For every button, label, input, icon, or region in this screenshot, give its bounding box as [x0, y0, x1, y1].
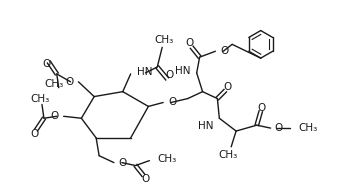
Text: CH₃: CH₃: [157, 154, 176, 164]
Text: O: O: [223, 82, 231, 92]
Text: O: O: [30, 129, 38, 139]
Text: O: O: [168, 97, 176, 107]
Text: O: O: [119, 158, 127, 168]
Text: CH₃: CH₃: [30, 94, 50, 104]
Text: O: O: [258, 103, 266, 113]
Text: O: O: [186, 38, 194, 48]
Text: HN: HN: [198, 121, 214, 131]
Text: CH₃: CH₃: [155, 35, 174, 45]
Text: O: O: [43, 59, 51, 69]
Text: CH₃: CH₃: [219, 150, 238, 160]
Text: HN: HN: [136, 67, 152, 77]
Text: O: O: [220, 46, 229, 56]
Text: O: O: [165, 70, 173, 80]
Text: CH₃: CH₃: [44, 79, 63, 89]
Text: O: O: [50, 111, 59, 121]
Text: CH₃: CH₃: [298, 123, 317, 133]
Text: O: O: [65, 77, 74, 87]
Text: O: O: [141, 174, 149, 184]
Text: HN: HN: [175, 66, 191, 76]
Text: O: O: [274, 123, 283, 133]
